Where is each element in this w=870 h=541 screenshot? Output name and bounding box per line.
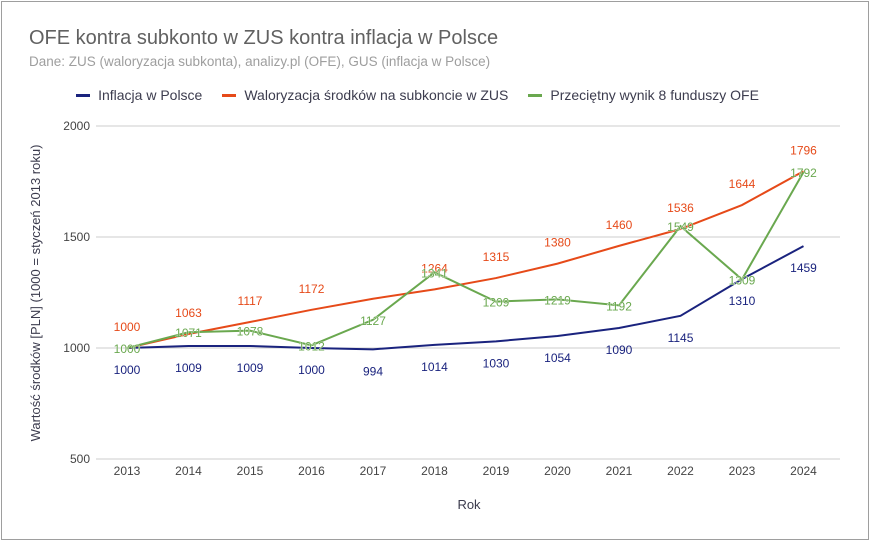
chart-subtitle: Dane: ZUS (waloryzacja subkonta), analiz… bbox=[29, 54, 491, 69]
data-label: 1078 bbox=[237, 325, 264, 339]
x-tick-label: 2019 bbox=[483, 464, 510, 478]
x-tick-label: 2020 bbox=[544, 464, 571, 478]
data-label: 1644 bbox=[729, 177, 756, 191]
data-label: 1000 bbox=[114, 320, 141, 334]
data-label: 1792 bbox=[790, 166, 817, 180]
data-label: 1172 bbox=[299, 282, 325, 296]
data-label: 1090 bbox=[606, 343, 633, 357]
data-label: 1209 bbox=[483, 296, 510, 310]
data-label: 1054 bbox=[544, 351, 571, 365]
y-tick-label: 500 bbox=[70, 452, 90, 466]
legend-swatch-zus bbox=[222, 93, 237, 97]
data-label: 1460 bbox=[606, 218, 633, 232]
y-tick-label: 1000 bbox=[63, 341, 90, 355]
x-tick-label: 2024 bbox=[790, 464, 817, 478]
x-tick-label: 2013 bbox=[114, 464, 141, 478]
data-label: 1796 bbox=[790, 143, 817, 157]
x-tick-label: 2022 bbox=[667, 464, 694, 478]
data-label: 1063 bbox=[175, 306, 202, 320]
data-label: 1117 bbox=[238, 294, 263, 308]
series-line-1 bbox=[126, 170, 804, 349]
x-tick-label: 2016 bbox=[298, 464, 325, 478]
y-tick-label: 1500 bbox=[63, 230, 90, 244]
data-label: 1219 bbox=[544, 293, 571, 307]
y-tick-label: 2000 bbox=[63, 119, 90, 133]
data-label: 1310 bbox=[729, 294, 756, 308]
legend-item-zus[interactable]: Waloryzacja środków na subkoncie w ZUS bbox=[222, 87, 508, 103]
legend-label-ofe: Przeciętny wynik 8 funduszy OFE bbox=[550, 87, 759, 103]
x-tick-label: 2015 bbox=[237, 464, 264, 478]
data-label: 1145 bbox=[668, 331, 694, 345]
x-tick-label: 2014 bbox=[175, 464, 202, 478]
data-label: 1341 bbox=[421, 266, 448, 280]
data-label: 1380 bbox=[544, 236, 571, 250]
x-tick-label: 2021 bbox=[606, 464, 633, 478]
series-line-2 bbox=[126, 171, 805, 349]
data-label: 1264 bbox=[421, 261, 448, 275]
data-label: 994 bbox=[363, 364, 383, 378]
x-tick-label: 2018 bbox=[421, 464, 448, 478]
data-label: 1012 bbox=[298, 339, 325, 353]
data-label: 1000 bbox=[114, 363, 141, 377]
legend-swatch-inflation bbox=[76, 93, 91, 97]
data-label: 1000 bbox=[114, 342, 141, 356]
legend-item-inflation[interactable]: Inflacja w Polsce bbox=[76, 87, 202, 103]
x-axis-title: Rok bbox=[457, 497, 481, 512]
data-label: 1014 bbox=[421, 360, 448, 374]
data-label: 1309 bbox=[729, 273, 756, 287]
series-line-0 bbox=[126, 245, 804, 351]
data-label: 1127 bbox=[360, 314, 386, 328]
data-label: 1536 bbox=[667, 201, 694, 215]
data-label: 1549 bbox=[667, 220, 694, 234]
legend: Inflacja w Polsce Waloryzacja środków na… bbox=[0, 87, 870, 103]
legend-label-inflation: Inflacja w Polsce bbox=[98, 87, 203, 103]
chart-title: OFE kontra subkonto w ZUS kontra inflacj… bbox=[29, 27, 499, 49]
legend-item-ofe[interactable]: Przeciętny wynik 8 funduszy OFE bbox=[528, 87, 759, 103]
data-label: 1009 bbox=[237, 361, 264, 375]
x-tick-label: 2017 bbox=[360, 464, 387, 478]
data-label: 1459 bbox=[790, 261, 817, 275]
legend-label-zus: Waloryzacja środków na subkoncie w ZUS bbox=[244, 87, 509, 103]
data-label: 1030 bbox=[483, 356, 510, 370]
y-axis-title: Wartość środków [PLN] (1000 = styczeń 20… bbox=[28, 145, 43, 442]
x-tick-label: 2023 bbox=[729, 464, 756, 478]
data-label: 1192 bbox=[606, 299, 632, 313]
data-label: 1071 bbox=[175, 326, 202, 340]
data-label: 1315 bbox=[483, 250, 510, 264]
data-label: 1000 bbox=[298, 363, 325, 377]
data-label: 1009 bbox=[175, 361, 202, 375]
legend-swatch-ofe bbox=[528, 93, 543, 97]
